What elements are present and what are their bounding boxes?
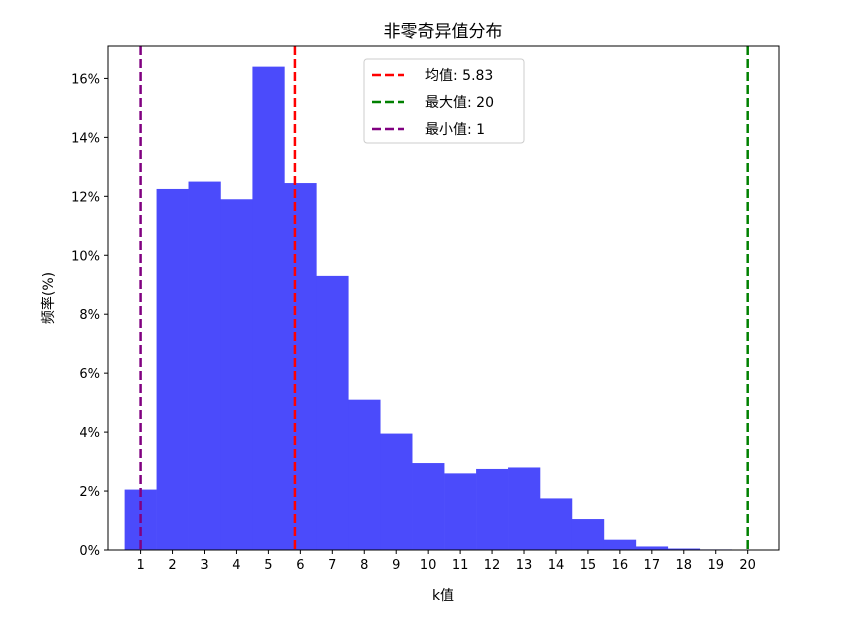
y-tick-label: 4%: [79, 426, 100, 441]
x-axis-ticks: 1 2 3 4 5 6 7 8 9 10 11 12 13 14 15 16 17 18 19 20: [136, 550, 756, 573]
legend-label: 均值: 5.83: [425, 68, 493, 84]
bar-10: [412, 463, 445, 550]
bar-15: [571, 519, 605, 550]
bar-5: [252, 66, 285, 550]
legend-frame: [363, 58, 525, 144]
y-tick-label: 12%: [71, 190, 100, 205]
y-tick-label: 6%: [79, 367, 100, 382]
bar-7: [316, 275, 349, 550]
legend-entries: 均值: 5.83 最大值: 20 最小值: 1: [372, 68, 494, 138]
bar-8: [348, 399, 381, 550]
bar-4: [220, 199, 253, 550]
x-tick-label: 12: [484, 558, 501, 573]
legend-label: 最小值: 1: [425, 122, 485, 138]
x-tick-label: 7: [328, 558, 336, 573]
x-tick-label: 11: [452, 558, 469, 573]
y-axis-title: 频率(%): [40, 272, 57, 324]
bar-9: [380, 433, 413, 550]
x-tick-label: 17: [644, 558, 661, 573]
y-tick-label: 2%: [79, 485, 100, 500]
bar-11: [444, 473, 477, 550]
x-tick-label: 8: [360, 558, 368, 573]
bar-18: [667, 548, 701, 550]
bar-14: [540, 498, 573, 550]
x-tick-label: 6: [296, 558, 304, 573]
y-tick-label: 0%: [79, 544, 100, 559]
bar-16: [603, 539, 637, 550]
y-tick-label: 16%: [71, 72, 100, 87]
reference-lines-layer: [139, 46, 749, 550]
bar-12: [476, 468, 509, 550]
legend: 均值: 5.83 最大值: 20 最小值: 1: [363, 58, 525, 144]
bar-6: [284, 183, 317, 551]
bars-layer: [124, 66, 733, 551]
x-tick-label: 1: [136, 558, 144, 573]
bar-2: [156, 188, 189, 550]
x-axis-title: k值: [432, 588, 454, 604]
x-tick-label: 9: [392, 558, 400, 573]
x-tick-label: 18: [676, 558, 693, 573]
y-tick-label: 10%: [71, 249, 100, 264]
bar-3: [188, 181, 221, 550]
x-tick-label: 14: [548, 558, 565, 573]
x-tick-label: 2: [168, 558, 176, 573]
x-tick-label: 15: [580, 558, 597, 573]
x-tick-label: 20: [739, 558, 756, 573]
legend-label: 最大值: 20: [425, 95, 494, 111]
x-tick-label: 3: [200, 558, 208, 573]
x-tick-label: 4: [232, 558, 240, 573]
x-tick-label: 19: [707, 558, 724, 573]
bar-17: [635, 546, 669, 550]
chart-title: 非零奇异值分布: [384, 22, 503, 42]
x-tick-label: 16: [612, 558, 629, 573]
x-tick-label: 10: [420, 558, 437, 573]
x-tick-label: 13: [516, 558, 533, 573]
y-axis-ticks: 0% 2% 4% 6% 8% 10% 12% 14% 16%: [71, 72, 108, 559]
y-tick-label: 8%: [79, 308, 100, 323]
x-tick-label: 5: [264, 558, 272, 573]
plot-frame: [107, 45, 780, 551]
bar-13: [508, 467, 541, 550]
y-tick-label: 14%: [71, 131, 100, 146]
